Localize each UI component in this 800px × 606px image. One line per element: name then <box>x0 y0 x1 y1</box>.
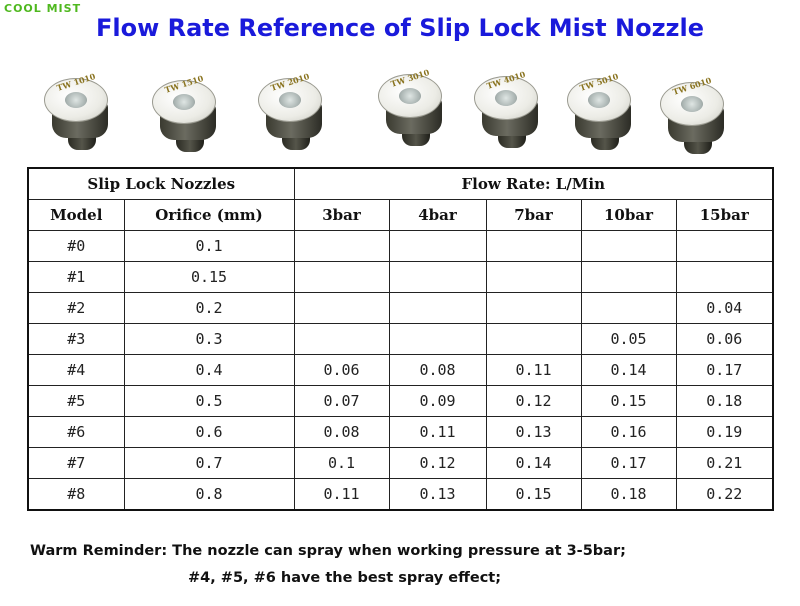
cell-15bar: 0.06 <box>675 323 774 355</box>
cell-3bar: 0.11 <box>293 478 390 511</box>
cell-4bar: 0.13 <box>388 478 487 511</box>
cell-15bar: 0.04 <box>675 292 774 324</box>
cell-3bar <box>293 323 390 355</box>
table-group-header-row: Slip Lock Nozzles Flow Rate: L/Min <box>27 167 774 200</box>
cell-10bar: 0.14 <box>580 354 677 386</box>
table-column-header-row: Model Orifice (mm) 3bar 4bar 7bar 10bar … <box>27 199 774 231</box>
cell-7bar: 0.15 <box>485 478 582 511</box>
cell-3bar <box>293 230 390 262</box>
cell-10bar: 0.18 <box>580 478 677 511</box>
column-header-10bar: 10bar <box>580 199 677 231</box>
nozzle-image: TW 6010 <box>658 75 730 158</box>
cell-4bar <box>388 230 487 262</box>
nozzle-image-strip: TW 1010 TW 1510 TW 2010 TW 3010 TW 4010 … <box>0 67 800 158</box>
cell-model: #8 <box>27 478 125 511</box>
column-header-7bar: 7bar <box>485 199 582 231</box>
cell-model: #0 <box>27 230 125 262</box>
cell-15bar: 0.18 <box>675 385 774 417</box>
cell-7bar <box>485 261 582 293</box>
cell-3bar: 0.1 <box>293 447 390 479</box>
cell-orifice: 0.5 <box>123 385 295 417</box>
cell-15bar: 0.22 <box>675 478 774 511</box>
brand-logo: COOL MIST <box>4 2 82 15</box>
table-row: #4 0.4 0.06 0.08 0.11 0.14 0.17 <box>27 354 774 386</box>
table-row: #6 0.6 0.08 0.11 0.13 0.16 0.19 <box>27 416 774 448</box>
cell-15bar <box>675 230 774 262</box>
column-header-4bar: 4bar <box>388 199 487 231</box>
cell-model: #5 <box>27 385 125 417</box>
group-header-slip-lock-nozzles: Slip Lock Nozzles <box>27 167 295 200</box>
table-row: #8 0.8 0.11 0.13 0.15 0.18 0.22 <box>27 478 774 511</box>
cell-10bar: 0.17 <box>580 447 677 479</box>
nozzle-image: TW 3010 <box>376 67 448 150</box>
cell-orifice: 0.1 <box>123 230 295 262</box>
table-row: #0 0.1 <box>27 230 774 262</box>
column-header-orifice: Orifice (mm) <box>123 199 295 231</box>
cell-10bar <box>580 230 677 262</box>
cell-10bar <box>580 261 677 293</box>
cell-3bar: 0.08 <box>293 416 390 448</box>
cell-15bar: 0.17 <box>675 354 774 386</box>
cell-4bar <box>388 261 487 293</box>
flow-rate-table: Slip Lock Nozzles Flow Rate: L/Min Model… <box>27 167 774 511</box>
cell-orifice: 0.3 <box>123 323 295 355</box>
nozzle-image: TW 1010 <box>42 71 114 154</box>
cell-7bar <box>485 230 582 262</box>
table-row: #3 0.3 0.05 0.06 <box>27 323 774 355</box>
cell-model: #7 <box>27 447 125 479</box>
cell-4bar: 0.08 <box>388 354 487 386</box>
cell-3bar: 0.06 <box>293 354 390 386</box>
page-title: Flow Rate Reference of Slip Lock Mist No… <box>95 14 705 42</box>
nozzle-image: TW 4010 <box>472 69 544 152</box>
table-row: #1 0.15 <box>27 261 774 293</box>
table-row: #2 0.2 0.04 <box>27 292 774 324</box>
table-row: #7 0.7 0.1 0.12 0.14 0.17 0.21 <box>27 447 774 479</box>
cell-4bar: 0.11 <box>388 416 487 448</box>
cell-orifice: 0.6 <box>123 416 295 448</box>
cell-7bar: 0.12 <box>485 385 582 417</box>
cell-orifice: 0.4 <box>123 354 295 386</box>
warm-reminder-line-2: #4, #5, #6 have the best spray effect; <box>188 570 502 586</box>
cell-model: #3 <box>27 323 125 355</box>
cell-4bar <box>388 323 487 355</box>
cell-4bar <box>388 292 487 324</box>
cell-7bar <box>485 323 582 355</box>
cell-10bar: 0.05 <box>580 323 677 355</box>
cell-orifice: 0.15 <box>123 261 295 293</box>
column-header-15bar: 15bar <box>675 199 774 231</box>
cell-7bar <box>485 292 582 324</box>
cell-4bar: 0.12 <box>388 447 487 479</box>
cell-3bar <box>293 261 390 293</box>
group-header-flow-rate: Flow Rate: L/Min <box>293 167 774 200</box>
cell-3bar <box>293 292 390 324</box>
cell-15bar: 0.21 <box>675 447 774 479</box>
warm-reminder-line-1: Warm Reminder: The nozzle can spray when… <box>30 543 626 559</box>
cell-orifice: 0.2 <box>123 292 295 324</box>
cell-model: #2 <box>27 292 125 324</box>
nozzle-image: TW 5010 <box>565 71 637 154</box>
cell-15bar <box>675 261 774 293</box>
cell-model: #4 <box>27 354 125 386</box>
cell-7bar: 0.14 <box>485 447 582 479</box>
cell-7bar: 0.13 <box>485 416 582 448</box>
column-header-model: Model <box>27 199 125 231</box>
cell-orifice: 0.7 <box>123 447 295 479</box>
cell-10bar <box>580 292 677 324</box>
table-row: #5 0.5 0.07 0.09 0.12 0.15 0.18 <box>27 385 774 417</box>
cell-4bar: 0.09 <box>388 385 487 417</box>
cell-model: #1 <box>27 261 125 293</box>
cell-model: #6 <box>27 416 125 448</box>
cell-10bar: 0.15 <box>580 385 677 417</box>
cell-orifice: 0.8 <box>123 478 295 511</box>
nozzle-image: TW 1510 <box>150 73 222 156</box>
column-header-3bar: 3bar <box>293 199 390 231</box>
cell-7bar: 0.11 <box>485 354 582 386</box>
nozzle-image: TW 2010 <box>256 71 328 154</box>
cell-10bar: 0.16 <box>580 416 677 448</box>
cell-3bar: 0.07 <box>293 385 390 417</box>
cell-15bar: 0.19 <box>675 416 774 448</box>
